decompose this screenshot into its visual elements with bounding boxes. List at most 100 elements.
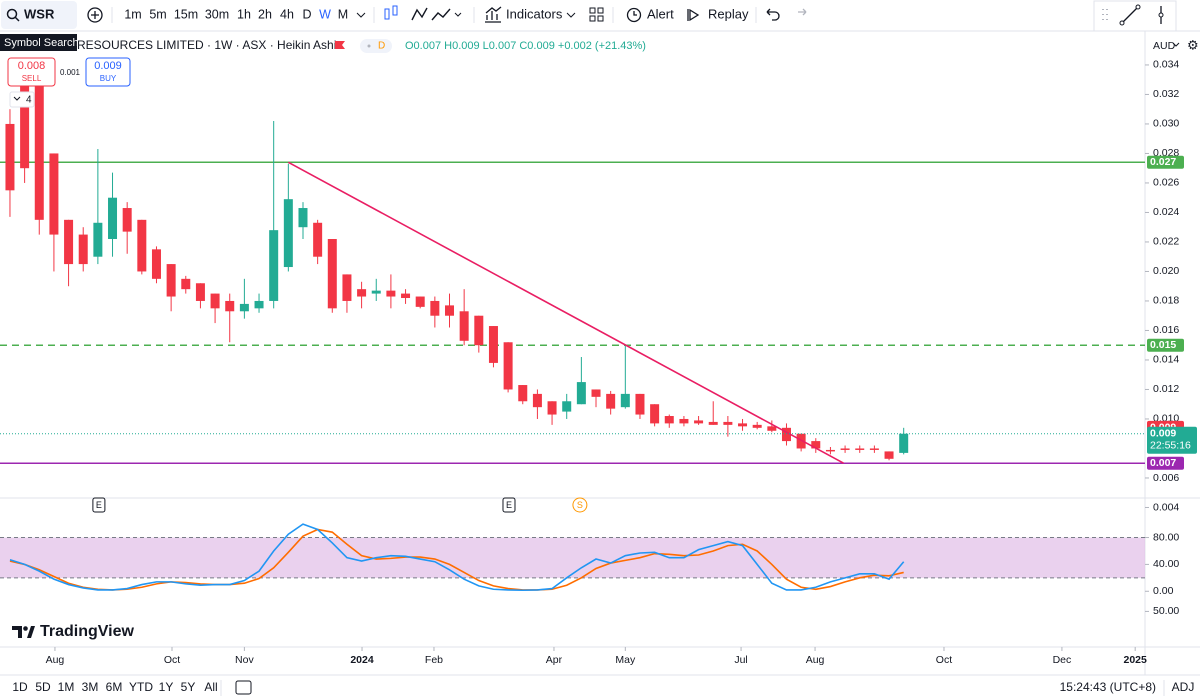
y-tick-label: 0.016: [1153, 324, 1179, 336]
price-label: 0.015: [1150, 339, 1176, 351]
range-button[interactable]: YTD: [129, 680, 153, 694]
chart-type-menu[interactable]: [454, 12, 462, 17]
currency[interactable]: AUD: [1153, 40, 1176, 52]
event-marker[interactable]: [572, 497, 588, 513]
range-button[interactable]: All: [204, 680, 217, 694]
trendline-tool[interactable]: [1121, 6, 1139, 24]
interval-button[interactable]: D: [302, 7, 311, 21]
undo-button[interactable]: [766, 8, 780, 21]
y-tick-label: 0.004: [1153, 501, 1179, 513]
icon: [589, 15, 596, 22]
logo: TradingView: [40, 623, 135, 640]
layouts-button[interactable]: [589, 7, 604, 22]
range-button[interactable]: 5Y: [181, 680, 196, 694]
alert-button[interactable]: Alert: [647, 6, 674, 21]
oscillator-line: [9, 523, 905, 592]
candle-body: [723, 421, 733, 425]
clock: 15:24:43 (UTC+8): [1060, 680, 1156, 694]
candle-body: [664, 416, 674, 424]
y-tick-label: 0.012: [1153, 383, 1179, 395]
range-button[interactable]: 6M: [106, 680, 123, 694]
data-badge: D: [378, 41, 385, 52]
x-tick-label: Jul: [734, 654, 747, 666]
drawing-toolbar: [1093, 0, 1177, 32]
settings-icon[interactable]: ⚙: [1187, 37, 1199, 52]
indicators-menu[interactable]: [566, 12, 576, 18]
interval-button[interactable]: 5m: [149, 7, 166, 21]
candle-body: [752, 424, 762, 428]
search-icon: [6, 8, 18, 20]
candle-body: [64, 219, 74, 265]
price-label-bg: [1147, 426, 1197, 454]
x-tick-label: 2025: [1124, 654, 1148, 666]
logo-icon: [12, 626, 35, 638]
buy-button[interactable]: [85, 57, 131, 87]
sell-price: 0.008: [18, 60, 46, 72]
replay-button[interactable]: Replay: [708, 6, 749, 21]
line-icon[interactable]: [431, 8, 451, 21]
tool-icon: [1119, 20, 1125, 26]
drag-handle[interactable]: [1102, 9, 1108, 20]
plus-icon: [91, 11, 99, 19]
candle-body: [650, 404, 660, 424]
range-button[interactable]: 5D: [35, 680, 51, 694]
x-tick-label: Nov: [235, 654, 254, 666]
candle-body: [532, 393, 542, 408]
x-tick-label: Apr: [546, 654, 563, 666]
interval-button[interactable]: 1m: [124, 7, 141, 21]
candle-body: [210, 293, 220, 309]
interval-button[interactable]: 30m: [205, 7, 229, 21]
candle-body: [488, 326, 498, 363]
flag-icon[interactable]: [335, 41, 345, 49]
candle-body: [781, 427, 791, 442]
event-marker[interactable]: [92, 497, 106, 513]
y-tick-label: 0.032: [1153, 88, 1179, 100]
interval-button[interactable]: M: [338, 7, 348, 21]
tooltip-bg: [0, 34, 77, 51]
symbol-search[interactable]: [1, 1, 77, 29]
buy-label: BUY: [100, 74, 117, 83]
alert-icon: [626, 7, 642, 23]
candle-body: [239, 303, 249, 312]
interval-menu[interactable]: [356, 12, 366, 18]
bar-icon[interactable]: [411, 7, 428, 21]
range-button[interactable]: 1M: [58, 680, 75, 694]
interval-button[interactable]: 4h: [280, 7, 294, 21]
y-tick-label: 0.014: [1153, 354, 1179, 366]
sell-button[interactable]: [7, 57, 56, 87]
candle-type-button[interactable]: [384, 5, 398, 20]
x-tick-label: Oct: [936, 654, 952, 666]
indicator-toggle[interactable]: [9, 91, 35, 108]
candle-body: [884, 451, 894, 459]
interval-button[interactable]: 2h: [258, 7, 272, 21]
range-button[interactable]: 1D: [12, 680, 28, 694]
goto-date[interactable]: [235, 680, 252, 695]
candle-body: [767, 426, 777, 431]
y-tick-label: 0.006: [1153, 472, 1179, 484]
chevron: [13, 96, 21, 101]
interval-button[interactable]: W: [319, 7, 331, 21]
interval-button[interactable]: 1h: [237, 7, 251, 21]
x-tick-label: Aug: [46, 654, 65, 666]
candle-body: [371, 290, 381, 294]
indicator-count: 4: [26, 95, 32, 106]
event-marker[interactable]: [502, 497, 516, 513]
indicators-button[interactable]: Indicators: [506, 6, 563, 21]
badge-dot: [367, 44, 371, 48]
interval-button[interactable]: 15m: [174, 7, 198, 21]
range-button[interactable]: 3M: [82, 680, 99, 694]
compare-button[interactable]: [87, 7, 103, 23]
y-tick-label: 0.018: [1153, 295, 1179, 307]
candle-body: [195, 283, 205, 301]
candle-body: [386, 290, 396, 297]
adj-toggle[interactable]: ADJ: [1172, 680, 1195, 694]
price-label-bg: [1147, 338, 1184, 352]
candle-body: [34, 64, 44, 220]
chevron: [1172, 42, 1180, 47]
alert-icon: [633, 11, 637, 16]
range-button[interactable]: 1Y: [159, 680, 174, 694]
y-tick-label: 0.022: [1153, 236, 1179, 248]
candle-body: [108, 197, 118, 240]
redo-button[interactable]: [798, 8, 807, 16]
